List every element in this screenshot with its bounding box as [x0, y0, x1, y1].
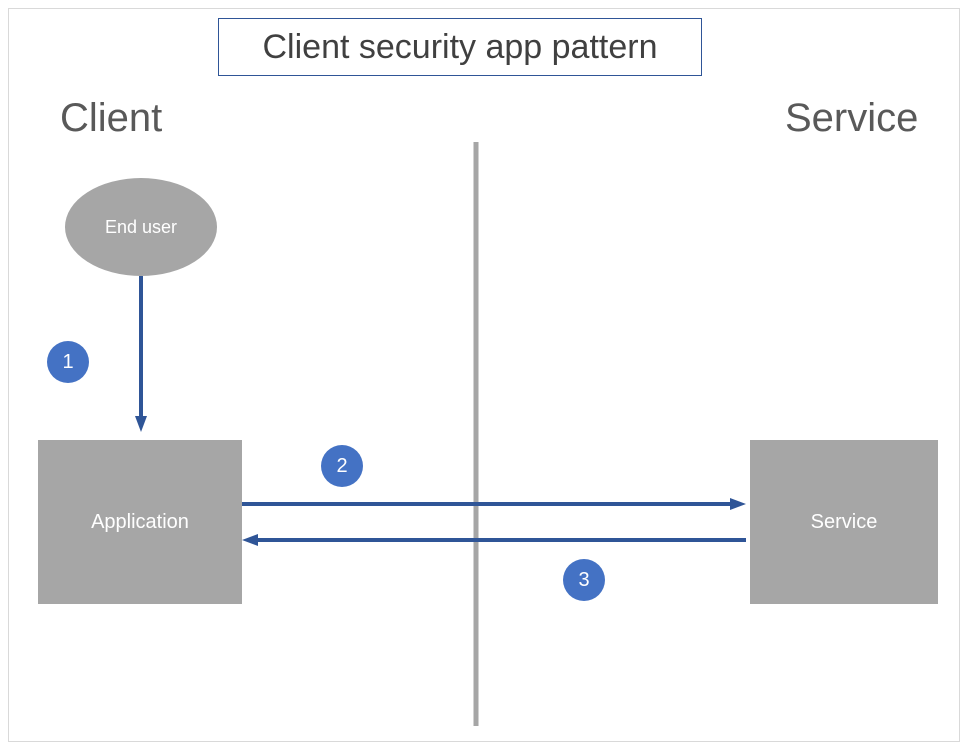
arrow-2-head [730, 498, 746, 510]
badge-3: 3 [563, 559, 605, 601]
section-label-client: Client [60, 96, 162, 141]
badge-1: 1 [47, 341, 89, 383]
diagram-title: Client security app pattern [218, 18, 702, 76]
node-end-user: End user [65, 178, 217, 276]
arrow-3-head [242, 534, 258, 546]
badge-2: 2 [321, 445, 363, 487]
section-label-service: Service [785, 96, 918, 141]
node-service: Service [750, 440, 938, 604]
diagram-canvas: Client security app pattern Client Service… [0, 0, 968, 750]
node-application: Application [38, 440, 242, 604]
arrow-1-head [135, 416, 147, 432]
